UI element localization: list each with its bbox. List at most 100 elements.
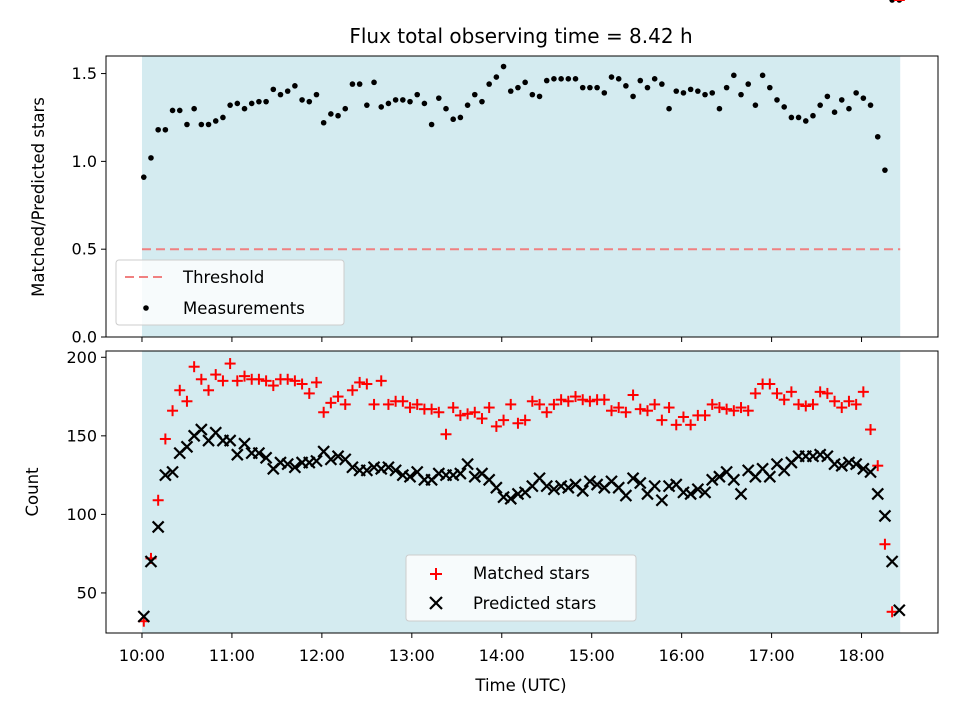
measurement-points bbox=[140, 0, 903, 180]
matched-star-point bbox=[195, 373, 207, 385]
predicted-star-point bbox=[403, 470, 417, 483]
matched-star-point bbox=[483, 402, 495, 414]
measurement-point bbox=[198, 121, 205, 128]
predicted-star-point bbox=[159, 468, 172, 482]
legend-predicted-label: Predicted stars bbox=[473, 594, 596, 613]
measurement-point bbox=[378, 104, 385, 110]
matched-star-point bbox=[807, 398, 819, 410]
measurement-point bbox=[443, 105, 449, 112]
predicted-star-point bbox=[878, 509, 892, 523]
measurement-point bbox=[140, 174, 147, 180]
matched-star-point bbox=[627, 389, 639, 401]
count-legend: Matched stars Predicted stars bbox=[405, 554, 637, 622]
x-tick-label: 14:00 bbox=[479, 646, 525, 665]
matched-star-point bbox=[677, 411, 689, 423]
ratio-panel: 0.0 0.5 1.0 1.5 Matched/Predicted stars Thr… bbox=[29, 0, 939, 347]
matched-star-point bbox=[296, 378, 308, 390]
matched-star-point bbox=[454, 409, 466, 421]
measurement-point bbox=[781, 104, 787, 110]
predicted-star-point bbox=[468, 470, 482, 483]
predicted-star-point bbox=[223, 434, 237, 447]
matched-star-point bbox=[526, 395, 538, 407]
measurement-point bbox=[889, 0, 895, 3]
y-tick-label: 50 bbox=[77, 583, 97, 602]
matched-star-point bbox=[260, 375, 272, 387]
measurement-point bbox=[774, 97, 780, 103]
predicted-star-point bbox=[180, 440, 194, 454]
measurement-point bbox=[328, 111, 334, 117]
matched-star-point bbox=[253, 373, 265, 385]
legend-matched-label: Matched stars bbox=[473, 564, 590, 583]
measurement-point bbox=[608, 74, 615, 80]
matched-star-point bbox=[836, 402, 848, 414]
matched-star-point bbox=[735, 402, 747, 414]
matched-star-point bbox=[354, 376, 366, 388]
matched-star-point bbox=[879, 538, 891, 550]
matched-star-point bbox=[404, 402, 416, 414]
predicted-star-point bbox=[540, 479, 554, 493]
predicted-star-point bbox=[634, 476, 647, 490]
matched-star-point bbox=[850, 398, 862, 410]
predicted-star-point bbox=[151, 520, 165, 534]
y-tick-label: 100 bbox=[66, 505, 97, 524]
measurement-point bbox=[212, 118, 219, 124]
chart-title: Flux total observing time = 8.42 h bbox=[349, 24, 692, 48]
matched-star-point bbox=[605, 405, 617, 417]
matched-star-point bbox=[577, 394, 589, 406]
matched-star-point bbox=[368, 398, 380, 410]
predicted-star-point bbox=[547, 482, 561, 496]
predicted-star-point bbox=[713, 470, 726, 483]
x-axis-label: Time (UTC) bbox=[474, 676, 566, 695]
matched-star-point bbox=[793, 398, 805, 410]
measurement-point bbox=[659, 81, 665, 87]
matched-star-point bbox=[397, 395, 409, 407]
matched-star-point bbox=[728, 405, 740, 417]
measurement-point bbox=[860, 95, 867, 101]
measurement-point bbox=[731, 72, 737, 79]
measurement-point bbox=[623, 83, 629, 89]
x-tick-label: 11:00 bbox=[209, 646, 255, 665]
matched-star-point bbox=[663, 402, 675, 414]
matched-star-point bbox=[634, 403, 646, 415]
measurement-point bbox=[579, 84, 586, 91]
matched-star-point bbox=[382, 398, 394, 410]
measurement-point bbox=[148, 155, 154, 161]
measurement-point bbox=[666, 105, 672, 112]
measurement-point bbox=[702, 91, 708, 98]
predicted-star-point bbox=[562, 481, 575, 494]
measurement-point bbox=[371, 79, 377, 86]
measurement-point bbox=[558, 76, 564, 82]
predicted-star-point bbox=[849, 457, 863, 471]
matched-stars-points bbox=[138, 0, 905, 627]
measurement-point bbox=[392, 97, 399, 103]
matched-star-point bbox=[224, 358, 236, 370]
measurement-point bbox=[284, 88, 291, 94]
matched-star-point bbox=[181, 395, 193, 407]
measurement-point bbox=[349, 81, 356, 87]
predicted-star-point bbox=[655, 493, 669, 507]
measurement-point bbox=[436, 95, 442, 101]
measurement-point bbox=[234, 100, 241, 107]
matched-star-point bbox=[217, 375, 229, 387]
matched-star-point bbox=[203, 384, 215, 396]
measurement-point bbox=[767, 84, 773, 91]
predicted-star-point bbox=[461, 457, 474, 471]
measurement-point bbox=[270, 86, 277, 93]
measurement-point bbox=[680, 90, 687, 96]
matched-star-point bbox=[174, 384, 186, 396]
measurement-point bbox=[493, 74, 500, 80]
measurement-point bbox=[882, 167, 888, 173]
measurement-point bbox=[342, 105, 349, 112]
predicted-star-point bbox=[166, 465, 179, 479]
matched-star-point bbox=[764, 378, 776, 390]
measurement-point bbox=[277, 91, 284, 98]
matched-star-point bbox=[865, 424, 877, 436]
matched-star-point bbox=[555, 394, 567, 406]
predicted-star-point bbox=[288, 460, 302, 474]
measurement-point bbox=[248, 100, 255, 107]
predicted-star-point bbox=[231, 448, 244, 461]
predicted-star-point bbox=[885, 555, 899, 568]
matched-star-point bbox=[541, 406, 553, 418]
predicted-star-point bbox=[691, 482, 705, 496]
matched-star-point bbox=[188, 361, 200, 373]
